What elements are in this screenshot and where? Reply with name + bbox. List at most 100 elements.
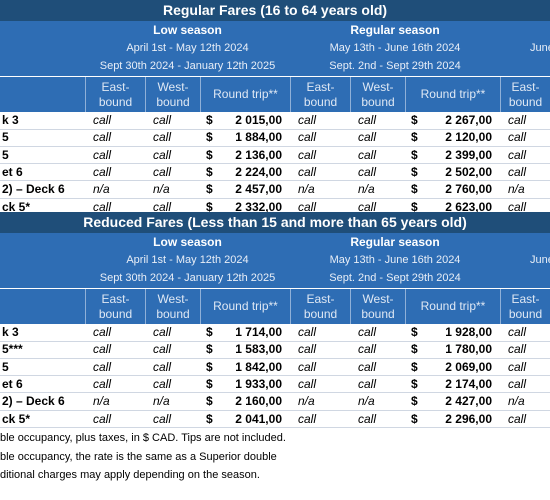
fare-cell: call xyxy=(358,113,377,127)
fare-cell: call xyxy=(153,164,172,179)
column-header-text: West-bound xyxy=(361,79,395,109)
column-header-text: Round trip** xyxy=(213,87,278,101)
round-trip-price: 2 427,00 xyxy=(445,394,492,409)
column-header: East-bound xyxy=(290,289,350,324)
currency-sign: $ xyxy=(411,130,418,145)
currency-sign: $ xyxy=(206,164,213,179)
row-label: 5 xyxy=(2,359,9,374)
section-title: Regular Fares (16 to 64 years old) xyxy=(0,0,550,21)
fare-cell: call xyxy=(298,376,317,391)
currency-sign: $ xyxy=(206,325,213,339)
column-header: Round trip** xyxy=(200,77,290,112)
round-trip-price: 2 041,00 xyxy=(235,411,282,426)
fare-cell: n/a xyxy=(358,394,375,409)
round-trip-price: 2 332,00 xyxy=(235,199,282,214)
row-line xyxy=(0,357,550,359)
season-dates: April 1st - May 12th 2024 xyxy=(126,254,249,266)
season-dates: Sept 30th 2024 - January 12th 2025 xyxy=(99,60,276,72)
column-header: East-bound xyxy=(85,289,145,324)
fare-cell: call xyxy=(358,164,377,179)
fare-cell: call xyxy=(298,325,317,339)
season-name: Regular season xyxy=(350,23,440,37)
season-dates: Sept. 2nd - Sept 29th 2024 xyxy=(329,60,461,72)
fare-cell: call xyxy=(153,342,172,357)
fare-cell: call xyxy=(93,147,112,162)
fare-cell: n/a xyxy=(93,182,110,197)
row-label: k 3 xyxy=(2,113,19,127)
currency-sign: $ xyxy=(411,394,418,409)
column-header-text: Round trip** xyxy=(213,299,278,313)
currency-sign: $ xyxy=(411,342,418,357)
fare-cell: call xyxy=(358,199,377,214)
row-line xyxy=(0,340,550,342)
round-trip-price: 2 502,00 xyxy=(445,164,492,179)
fare-cell: call xyxy=(358,130,377,145)
column-header: East-bound xyxy=(500,289,550,324)
round-trip-price: 1 714,00 xyxy=(235,325,282,339)
round-trip-price: 1 583,00 xyxy=(235,342,282,357)
footnote: ble occupancy, the rate is the same as a… xyxy=(0,450,277,463)
row-label: 5 xyxy=(2,147,9,162)
fare-cell: call xyxy=(93,130,112,145)
fare-cell: call xyxy=(93,359,112,374)
currency-sign: $ xyxy=(411,164,418,179)
season-band xyxy=(0,233,550,288)
row-line xyxy=(0,180,550,182)
fare-cell: call xyxy=(508,130,527,145)
round-trip-price: 2 069,00 xyxy=(445,359,492,374)
season-dates: Sept. 2nd - Sept 29th 2024 xyxy=(329,272,461,284)
row-label: ck 5* xyxy=(2,199,31,214)
currency-sign: $ xyxy=(206,199,213,214)
row-label: 2) – Deck 6 xyxy=(2,394,65,409)
fare-cell: call xyxy=(508,376,527,391)
currency-sign: $ xyxy=(206,182,213,197)
season-dates: June xyxy=(530,254,550,266)
currency-sign: $ xyxy=(206,394,213,409)
currency-sign: $ xyxy=(206,130,213,145)
round-trip-price: 1 933,00 xyxy=(235,376,282,391)
column-header: West-bound xyxy=(145,289,200,324)
footnote: ditional charges may apply depending on … xyxy=(0,469,260,481)
column-header: East-bound xyxy=(85,77,145,112)
round-trip-price: 2 015,00 xyxy=(235,113,282,127)
fare-cell: n/a xyxy=(153,394,170,409)
row-line xyxy=(0,145,550,147)
fare-cell: n/a xyxy=(298,182,315,197)
fare-cell: call xyxy=(93,376,112,391)
header-band xyxy=(0,77,550,112)
column-header-text: Round trip** xyxy=(420,299,486,313)
fare-cell: call xyxy=(508,164,527,179)
fare-cell: call xyxy=(153,199,172,214)
column-header: Round trip** xyxy=(200,289,290,324)
row-line xyxy=(0,128,550,130)
fare-cell: call xyxy=(508,342,527,357)
currency-sign: $ xyxy=(411,359,418,374)
column-header: East-bound xyxy=(500,77,550,112)
round-trip-price: 2 296,00 xyxy=(445,411,492,426)
fare-cell: call xyxy=(93,199,112,214)
season-name: Low season xyxy=(153,235,222,249)
round-trip-price: 2 399,00 xyxy=(445,147,492,162)
fare-cell: call xyxy=(298,342,317,357)
currency-sign: $ xyxy=(206,359,213,374)
season-name: Low season xyxy=(153,23,222,37)
fare-cell: call xyxy=(508,113,527,127)
round-trip-price: 2 267,00 xyxy=(445,113,492,127)
fare-cell: call xyxy=(358,325,377,339)
column-header-text: West-bound xyxy=(361,291,395,321)
round-trip-price: 2 457,00 xyxy=(235,182,282,197)
fare-cell: n/a xyxy=(508,394,525,409)
footnote: ble occupancy, plus taxes, in $ CAD. Tip… xyxy=(0,432,286,444)
fare-cell: call xyxy=(153,359,172,374)
fare-cell: call xyxy=(508,359,527,374)
fare-cell: call xyxy=(93,113,112,127)
currency-sign: $ xyxy=(411,325,418,339)
currency-sign: $ xyxy=(206,147,213,162)
round-trip-price: 2 760,00 xyxy=(445,182,492,197)
column-header-text: East-bound xyxy=(98,79,133,109)
fare-cell: call xyxy=(298,164,317,179)
round-trip-price: 1 884,00 xyxy=(235,130,282,145)
row-line xyxy=(0,392,550,394)
fare-cell: call xyxy=(358,411,377,426)
